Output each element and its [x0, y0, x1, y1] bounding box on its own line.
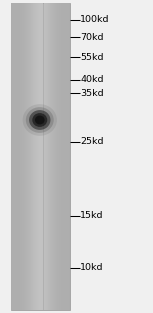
Bar	[57, 3, 58, 310]
Bar	[62, 3, 63, 310]
Bar	[15, 3, 16, 310]
Bar	[19, 3, 20, 310]
Bar	[67, 3, 68, 310]
Bar	[47, 3, 48, 310]
Text: 55kd: 55kd	[80, 53, 104, 61]
Bar	[51, 3, 52, 310]
Text: 25kd: 25kd	[80, 137, 104, 146]
Bar	[17, 3, 18, 310]
Bar	[56, 3, 57, 310]
Ellipse shape	[29, 110, 50, 130]
Bar	[68, 3, 69, 310]
Bar	[54, 3, 55, 310]
Bar	[28, 3, 29, 310]
Bar	[55, 3, 56, 310]
FancyBboxPatch shape	[11, 3, 70, 310]
Ellipse shape	[35, 115, 45, 125]
Bar	[13, 3, 14, 310]
Ellipse shape	[32, 113, 47, 127]
Bar	[49, 3, 50, 310]
Bar	[32, 3, 33, 310]
Bar	[60, 3, 61, 310]
Bar	[22, 3, 23, 310]
Bar	[25, 3, 26, 310]
Text: 35kd: 35kd	[80, 89, 104, 98]
Bar	[14, 3, 15, 310]
Bar	[43, 3, 45, 310]
Bar	[12, 3, 13, 310]
Bar	[64, 3, 65, 310]
Bar	[63, 3, 64, 310]
Bar	[52, 3, 53, 310]
Bar	[31, 3, 32, 310]
Bar	[16, 3, 17, 310]
Bar	[58, 3, 59, 310]
Bar	[33, 3, 34, 310]
Bar	[40, 3, 41, 310]
Bar	[18, 3, 19, 310]
Text: 10kd: 10kd	[80, 264, 104, 273]
Bar	[20, 3, 21, 310]
Bar	[38, 3, 39, 310]
Text: 100kd: 100kd	[80, 16, 110, 24]
Bar	[59, 3, 60, 310]
Text: 70kd: 70kd	[80, 33, 104, 42]
Bar	[24, 3, 25, 310]
Ellipse shape	[26, 107, 54, 133]
Ellipse shape	[23, 104, 57, 136]
Bar	[34, 3, 35, 310]
Bar	[21, 3, 22, 310]
Bar	[30, 3, 31, 310]
Bar	[35, 3, 36, 310]
Bar	[23, 3, 24, 310]
Bar	[37, 3, 38, 310]
Bar	[61, 3, 62, 310]
Bar	[53, 3, 54, 310]
Bar	[66, 3, 67, 310]
Bar	[69, 3, 70, 310]
Bar	[45, 3, 47, 310]
Bar	[39, 3, 40, 310]
Bar	[26, 3, 27, 310]
Bar	[36, 3, 37, 310]
Bar	[27, 3, 28, 310]
Bar	[29, 3, 30, 310]
Bar	[11, 3, 12, 310]
Text: 15kd: 15kd	[80, 212, 104, 220]
Text: 40kd: 40kd	[80, 75, 104, 85]
Bar	[65, 3, 66, 310]
Bar	[41, 3, 43, 310]
Bar	[50, 3, 51, 310]
